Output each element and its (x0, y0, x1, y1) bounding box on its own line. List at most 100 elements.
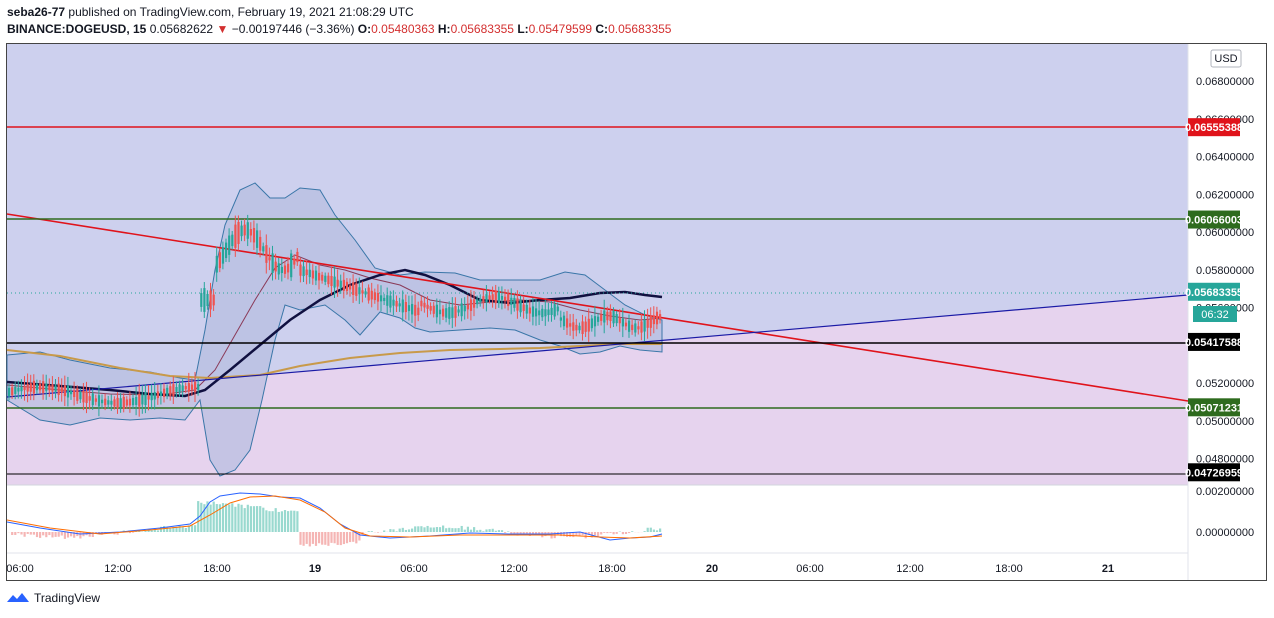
candle-body (296, 251, 299, 263)
macd-bar (494, 530, 497, 532)
macd-bar (333, 532, 336, 544)
candle-body (516, 298, 519, 311)
macd-bar (20, 532, 23, 535)
candle-body (166, 387, 169, 396)
candle-body (615, 314, 618, 324)
candle-body (401, 299, 404, 313)
candle-body (597, 316, 600, 322)
publish-text: published on TradingView.com, February 1… (68, 5, 414, 19)
candle-body (175, 387, 178, 392)
candle-body (76, 388, 79, 401)
macd-bar (144, 530, 147, 532)
macd-bar (454, 528, 457, 532)
candle-body (593, 316, 597, 327)
candle-body (172, 384, 175, 397)
macd-bar (479, 529, 482, 532)
currency-label: USD (1214, 53, 1237, 65)
macd-bar (17, 532, 20, 534)
macd-bar (302, 532, 305, 546)
macd-bar (383, 530, 386, 532)
currency-box[interactable] (1210, 49, 1242, 68)
candle-body (150, 393, 153, 401)
price-tick-label: 0.06400000 (1196, 152, 1254, 164)
macd-bar (314, 532, 318, 546)
candle-body (252, 227, 256, 243)
candle-body (128, 398, 132, 406)
level-label-text: 0.05071231 (1185, 402, 1243, 414)
macd-bar (559, 532, 562, 537)
candle-body (646, 319, 649, 328)
macd-bar (11, 532, 14, 536)
macd-bar (321, 532, 324, 545)
candle-body (283, 265, 287, 274)
candle-body (457, 309, 460, 313)
macd-bar (262, 507, 265, 532)
macd-bar (445, 528, 448, 532)
candle-body (299, 264, 302, 276)
close-label: C: (595, 22, 609, 36)
candle-body (88, 396, 91, 401)
macd-bar (274, 508, 277, 532)
macd-bar (531, 532, 535, 534)
candle-body (35, 383, 39, 391)
macd-bar (401, 527, 404, 532)
signal-line (6, 495, 663, 539)
candle-body (531, 306, 535, 317)
candle-body (386, 295, 389, 306)
time-axis[interactable]: 06:00 12:00 18:00 19 06:00 12:00 18:00 20 06:00 1… (6, 563, 1114, 575)
price-change: −0.00197446 (−3.36%) (231, 22, 355, 36)
candle-body (110, 400, 113, 405)
candle-body (200, 293, 203, 307)
candle-body (39, 383, 42, 391)
candle-body (122, 396, 125, 409)
symbol-label[interactable]: BINANCE:DOGEUSD, 15 (7, 22, 147, 36)
macd-bar (172, 526, 175, 532)
candle-body (184, 386, 187, 390)
level-label-box (1188, 398, 1240, 417)
candle-body (569, 323, 572, 327)
macd-bar (243, 508, 246, 532)
brand-name[interactable]: TradingView (34, 591, 101, 605)
candle-body (82, 390, 85, 403)
candle-body (612, 310, 615, 324)
macd-bar (504, 532, 507, 533)
macd-bar (349, 532, 352, 543)
candle-body (590, 318, 593, 329)
macd-bar (491, 528, 494, 532)
chart-frame[interactable] (6, 43, 1267, 581)
candle-body (621, 318, 624, 327)
macd-bar (643, 531, 646, 532)
time-tick-label: 06:00 (796, 563, 824, 575)
candle-body (256, 230, 259, 248)
macd-axis[interactable]: 0.00200000 0.00000000 (1196, 486, 1254, 539)
candle-body (311, 270, 314, 279)
candle-body (488, 295, 491, 300)
macd-bar (438, 527, 442, 532)
level-label-text: 0.05417588 (1185, 337, 1243, 349)
macd-bar (153, 529, 156, 532)
candle-body (259, 236, 262, 251)
macd-bar (166, 527, 169, 532)
macd-bar (169, 528, 172, 532)
candle-body (395, 301, 398, 307)
macd-bar (615, 532, 618, 534)
candle-body (404, 302, 407, 313)
candle-body (445, 308, 448, 318)
macd-bar (578, 532, 581, 536)
candle-body (181, 385, 184, 391)
macd-bar (116, 532, 119, 535)
author-name[interactable]: seba26-77 (7, 5, 66, 19)
candle-body (215, 255, 218, 273)
candle-body (94, 398, 97, 402)
macd-bar (128, 532, 132, 534)
candle-body (190, 384, 194, 390)
candle-body (463, 305, 466, 312)
macd-bar (525, 532, 528, 534)
candle-body (547, 309, 550, 316)
candle-body (79, 391, 82, 400)
candle-body (519, 299, 522, 313)
candle-body (113, 399, 116, 407)
level-label-text: 0.06555388 (1185, 122, 1243, 134)
macd-bar (435, 527, 438, 532)
